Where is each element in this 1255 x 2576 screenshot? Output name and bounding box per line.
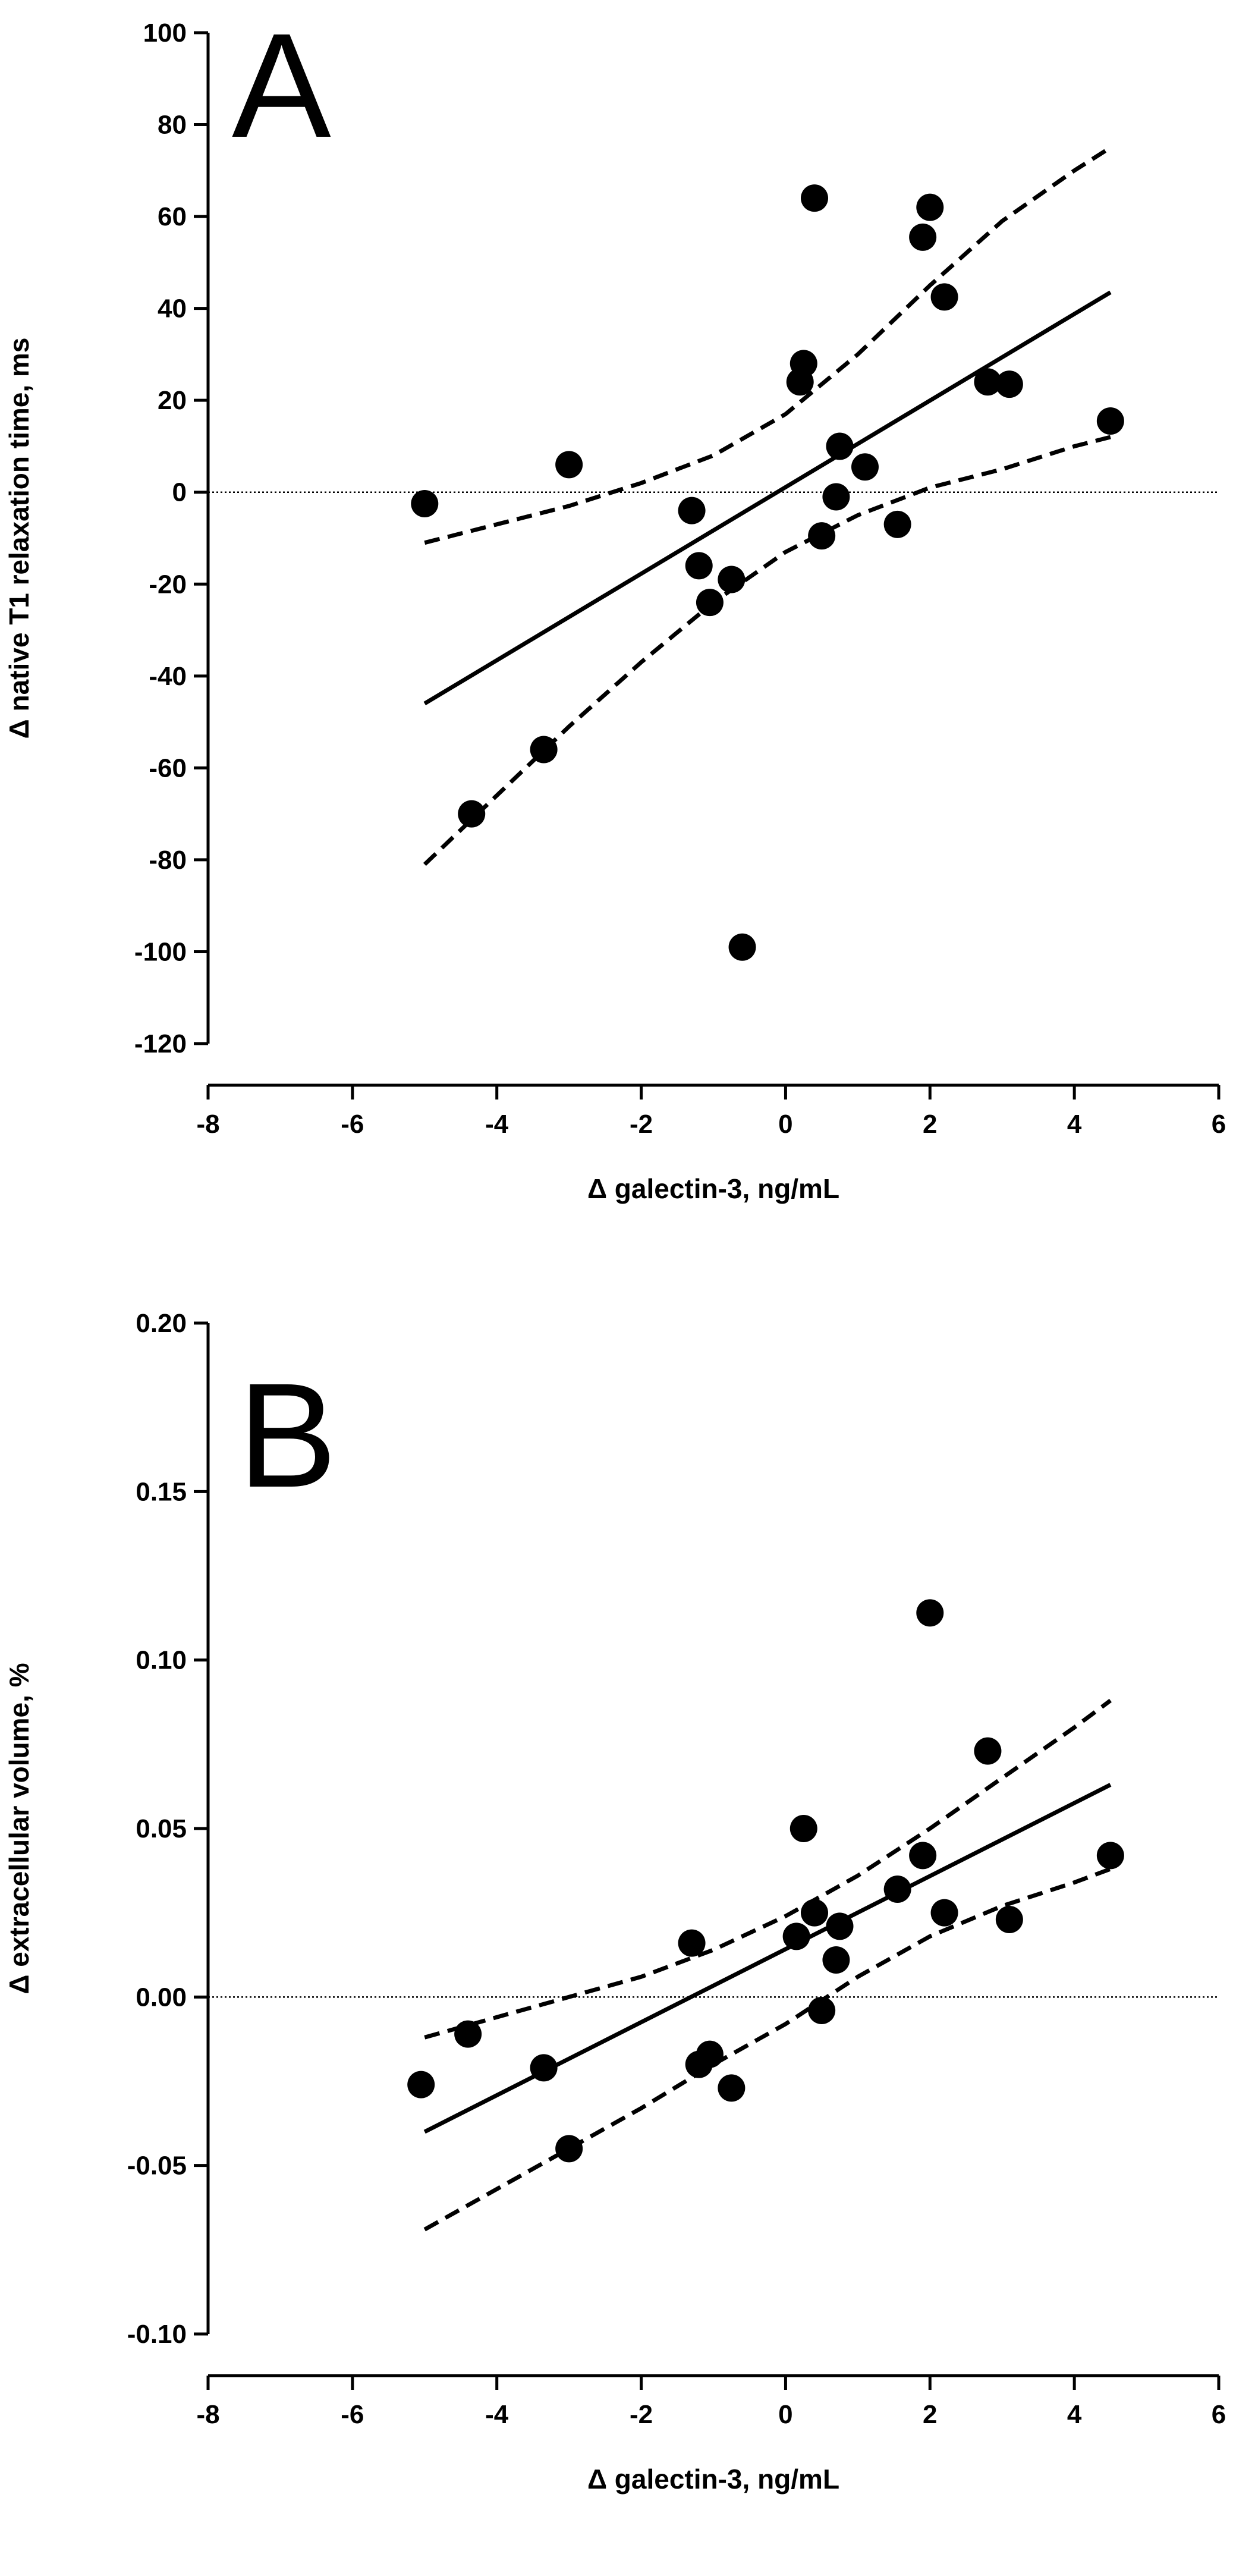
data-point xyxy=(916,193,944,221)
x-axis-title: Δ galectin-3, ng/mL xyxy=(587,2464,839,2495)
x-axis-title: Δ galectin-3, ng/mL xyxy=(587,1173,839,1204)
y-tick-label: 0.10 xyxy=(136,1646,187,1675)
data-point xyxy=(995,370,1023,398)
x-tick-label: -8 xyxy=(196,1110,219,1139)
x-tick-label: 4 xyxy=(1067,1110,1082,1139)
panel-b: -0.10 -0.05 0.00 0.05 0.10 0.15 0.20 -8 -6 -4 -2 0 2… xyxy=(4,1309,1226,2495)
data-point xyxy=(916,1599,944,1627)
y-tick-label: 0.15 xyxy=(136,1477,187,1506)
x-tick-label: -2 xyxy=(630,1110,653,1139)
regression-line xyxy=(423,290,1112,706)
data-point xyxy=(808,1997,836,2024)
data-point xyxy=(678,1929,706,1957)
data-point xyxy=(782,1922,810,1950)
y-tick-label: 100 xyxy=(143,18,187,48)
x-tick-label: -4 xyxy=(485,2400,509,2429)
x-tick-label: 4 xyxy=(1067,2400,1082,2429)
data-point xyxy=(1096,1842,1124,1870)
x-tick-label: -6 xyxy=(341,2400,364,2429)
x-tick-label: 2 xyxy=(923,2400,937,2429)
y-axis-title: Δ native T1 relaxation time, ms xyxy=(4,338,34,739)
x-tick-label: -4 xyxy=(485,1110,509,1139)
data-point xyxy=(808,522,836,550)
y-tick-label: -40 xyxy=(149,662,187,691)
data-point xyxy=(555,451,583,479)
y-tick-label: 0.20 xyxy=(136,1309,187,1338)
x-tick-label: 0 xyxy=(778,2400,792,2429)
y-tick-label: 0.05 xyxy=(136,1814,187,1843)
x-tick-label: -8 xyxy=(196,2400,219,2429)
confidence-band-upper xyxy=(424,1698,1112,2040)
y-tick-label: -100 xyxy=(134,937,187,966)
data-point xyxy=(826,1912,854,1940)
y-tick-label: 20 xyxy=(158,386,187,415)
x-tick-label: -6 xyxy=(341,1110,364,1139)
data-point xyxy=(696,589,724,617)
data-point xyxy=(685,552,713,580)
data-point xyxy=(930,283,958,311)
y-axis-title: Δ extracellular volume, % xyxy=(4,1663,34,1994)
y-tick-label: -0.05 xyxy=(127,2151,187,2181)
data-point xyxy=(718,2074,746,2102)
y-tick-label: 0 xyxy=(172,478,187,507)
data-point xyxy=(930,1899,958,1927)
data-point xyxy=(822,1946,850,1974)
data-point xyxy=(974,1737,1002,1765)
x-tick-label: -2 xyxy=(630,2400,653,2429)
data-point xyxy=(801,1899,828,1927)
data-point xyxy=(678,497,706,524)
data-point xyxy=(790,1815,817,1842)
y-tick-label: -120 xyxy=(134,1029,187,1058)
data-point xyxy=(909,223,937,251)
y-tick-label: -0.10 xyxy=(127,2320,187,2349)
y-tick-label: 80 xyxy=(158,111,187,140)
x-tick-label: 2 xyxy=(923,1110,937,1139)
data-point xyxy=(1096,407,1124,435)
y-tick-label: -20 xyxy=(149,570,187,599)
data-point xyxy=(790,350,817,378)
data-point xyxy=(407,2071,435,2099)
data-point xyxy=(822,483,850,511)
data-point xyxy=(883,510,911,538)
data-point xyxy=(728,933,756,961)
y-tick-label: 0.00 xyxy=(136,1983,187,2012)
confidence-band-upper xyxy=(424,146,1112,545)
data-point xyxy=(718,566,746,593)
confidence-band-lower xyxy=(423,435,1111,866)
panel-letter: B xyxy=(238,1352,337,1518)
y-tick-label: 60 xyxy=(158,202,187,231)
data-point xyxy=(851,453,879,481)
data-point xyxy=(411,490,439,518)
data-point xyxy=(458,800,486,828)
data-point xyxy=(555,2135,583,2163)
y-tick-label: 40 xyxy=(158,294,187,323)
data-point xyxy=(883,1876,911,1903)
data-point xyxy=(995,1906,1023,1933)
data-point xyxy=(801,184,828,212)
data-point xyxy=(530,2054,558,2082)
x-tick-label: 0 xyxy=(778,1110,792,1139)
confidence-band-lower xyxy=(423,1867,1112,2232)
data-point xyxy=(696,2040,724,2068)
data-point xyxy=(454,2020,482,2048)
y-tick-label: -80 xyxy=(149,846,187,875)
panel-letter: A xyxy=(232,2,331,168)
x-tick-label: 6 xyxy=(1212,2400,1226,2429)
data-point xyxy=(530,736,558,764)
data-point xyxy=(826,432,854,460)
data-point xyxy=(974,368,1002,396)
y-tick-label: -60 xyxy=(149,753,187,783)
x-tick-label: 6 xyxy=(1212,1110,1226,1139)
data-point xyxy=(909,1842,937,1870)
